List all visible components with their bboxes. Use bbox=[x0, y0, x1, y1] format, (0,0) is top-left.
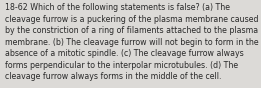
Text: by the constriction of a ring of filaments attached to the plasma: by the constriction of a ring of filamen… bbox=[5, 26, 258, 35]
Text: cleavage furrow always forms in the middle of the cell.: cleavage furrow always forms in the midd… bbox=[5, 72, 222, 81]
Text: 18-62 Which of the following statements is false? (a) The: 18-62 Which of the following statements … bbox=[5, 3, 230, 12]
Text: cleavage furrow is a puckering of the plasma membrane caused: cleavage furrow is a puckering of the pl… bbox=[5, 15, 259, 24]
Text: membrane. (b) The cleavage furrow will not begin to form in the: membrane. (b) The cleavage furrow will n… bbox=[5, 38, 259, 47]
Text: absence of a mitotic spindle. (c) The cleavage furrow always: absence of a mitotic spindle. (c) The cl… bbox=[5, 49, 244, 58]
Text: forms perpendicular to the interpolar microtubules. (d) The: forms perpendicular to the interpolar mi… bbox=[5, 61, 238, 70]
